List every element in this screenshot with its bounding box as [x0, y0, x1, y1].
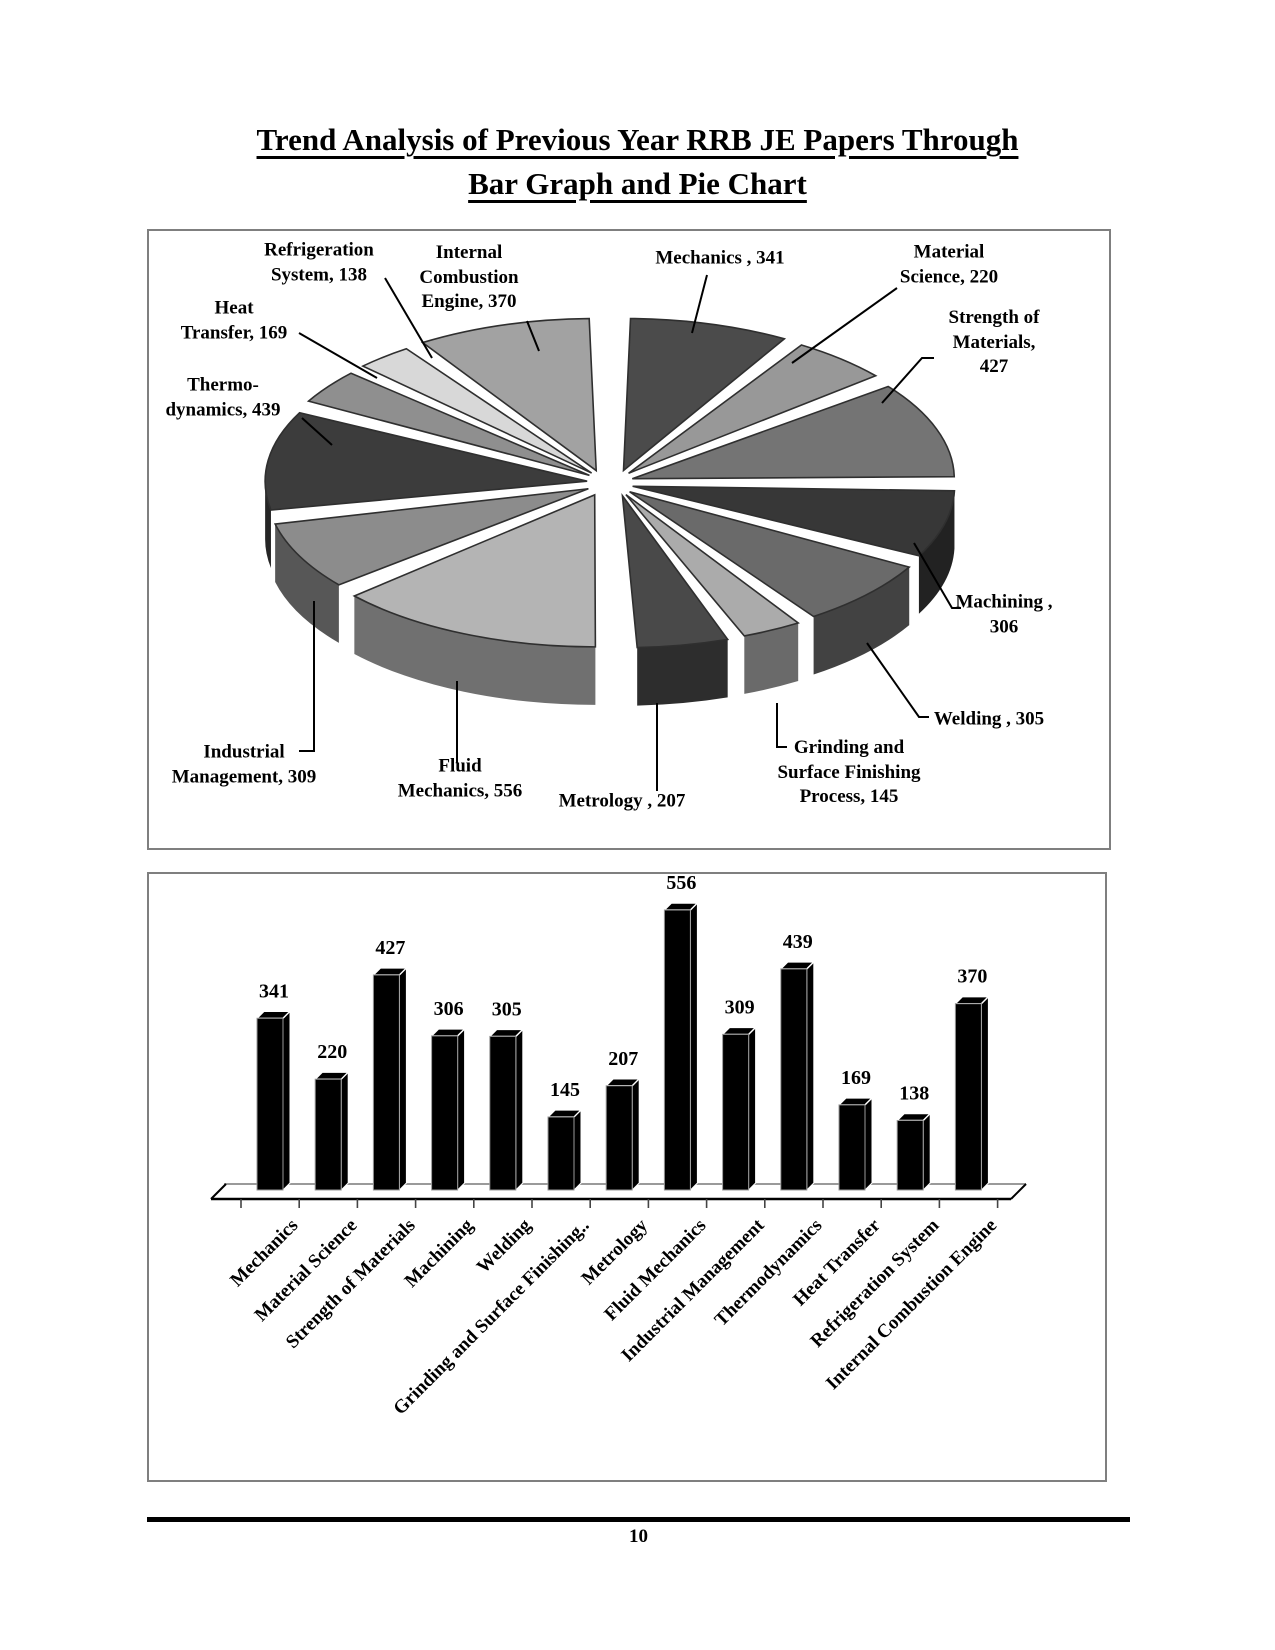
page-title-line-2: Bar Graph and Pie Chart — [468, 166, 807, 202]
pie-chart — [264, 274, 961, 791]
bar-thermodynamics — [779, 960, 816, 1192]
bar-mechanics — [255, 1010, 292, 1192]
pie-leader-line — [691, 274, 708, 334]
pie-slice-heat-transfer — [306, 372, 590, 477]
pie-slice-strength-of-materials — [632, 385, 956, 480]
pie-slice-metrology — [621, 492, 730, 649]
pie-leader-line — [298, 332, 378, 379]
axis-left-perspective-edge — [210, 1183, 227, 1200]
bar-fluid-mechanics — [662, 901, 700, 1192]
pie-slice-side — [918, 490, 955, 614]
bar-value-label: 138 — [899, 1083, 929, 1105]
bar-value-label: 220 — [317, 1041, 347, 1063]
bar-refrigeration-system — [895, 1112, 932, 1192]
bar-grinding-and-surface-finishing- — [546, 1108, 583, 1192]
bar-value-label: 427 — [375, 937, 405, 959]
pie-slice-side — [265, 481, 271, 569]
pie-leader-line — [913, 542, 961, 609]
pie-slice-side — [744, 622, 799, 694]
bar-heat-transfer — [837, 1096, 874, 1192]
pie-slice-side — [813, 567, 910, 675]
bar-value-label: 439 — [783, 931, 813, 953]
pie-leader-line — [526, 320, 540, 352]
bar-industrial-management — [720, 1026, 758, 1192]
pie-leader-line — [776, 703, 787, 748]
bar-value-label: 305 — [492, 998, 522, 1020]
pie-slice-refrigeration-system — [361, 347, 593, 474]
pie-slice-grinding-and-surface-finishing-process — [625, 493, 800, 637]
pie-slice-welding — [629, 490, 911, 618]
bar-value-label: 207 — [608, 1048, 638, 1070]
pie-leader-line — [301, 417, 333, 446]
pie-slice-internal-combustion-engine — [420, 317, 598, 473]
page-title: Trend Analysis of Previous Year RRB JE P… — [0, 118, 1275, 206]
bar-value-label: 306 — [434, 998, 464, 1020]
footer-rule — [147, 1517, 1130, 1522]
bar-value-label: 145 — [550, 1079, 580, 1101]
pie-slice-mechanics — [622, 317, 787, 473]
bar-value-label: 556 — [666, 874, 696, 894]
pie-chart-box: Mechanics , 341 Material Science, 220 Stre… — [147, 229, 1111, 850]
pie-leader-line — [299, 601, 315, 752]
pie-slice-thermodynamics — [264, 411, 588, 511]
bar-welding — [488, 1028, 525, 1192]
pie-slice-side — [354, 596, 596, 705]
bar-value-label: 370 — [957, 966, 987, 988]
axis-right-perspective-edge — [1010, 1183, 1027, 1200]
pie-leader-line — [384, 277, 433, 359]
pie-leader-line — [881, 357, 934, 404]
pie-slice-side — [637, 639, 728, 706]
bar-value-label: 341 — [259, 980, 289, 1002]
pie-slice-material-science — [628, 344, 878, 474]
bar-chart: 341 220 427 306 305 145 207 556 309 439 169 138 370 — [210, 874, 1027, 1208]
bar-value-label: 309 — [725, 996, 755, 1018]
page-title-line-1: Trend Analysis of Previous Year RRB JE P… — [256, 122, 1019, 157]
pie-slice-industrial-management — [273, 487, 589, 586]
bar-chart-box: 341 220 427 306 305 145 207 556 309 439 169 138 370 … — [147, 872, 1107, 1482]
bar-strength-of-materials — [371, 966, 409, 1192]
bar-machining — [429, 1027, 467, 1192]
bar-metrology — [604, 1077, 641, 1192]
page-number: 10 — [629, 1526, 648, 1547]
pie-slice-fluid-mechanics — [352, 493, 597, 648]
bar-value-label: 169 — [841, 1067, 871, 1089]
pie-leader-line — [866, 642, 929, 718]
pie-slice-side — [275, 524, 339, 643]
bar-internal-combustion-engine — [953, 995, 991, 1192]
pie-leader-line — [791, 287, 898, 364]
bar-material-science — [313, 1071, 350, 1192]
